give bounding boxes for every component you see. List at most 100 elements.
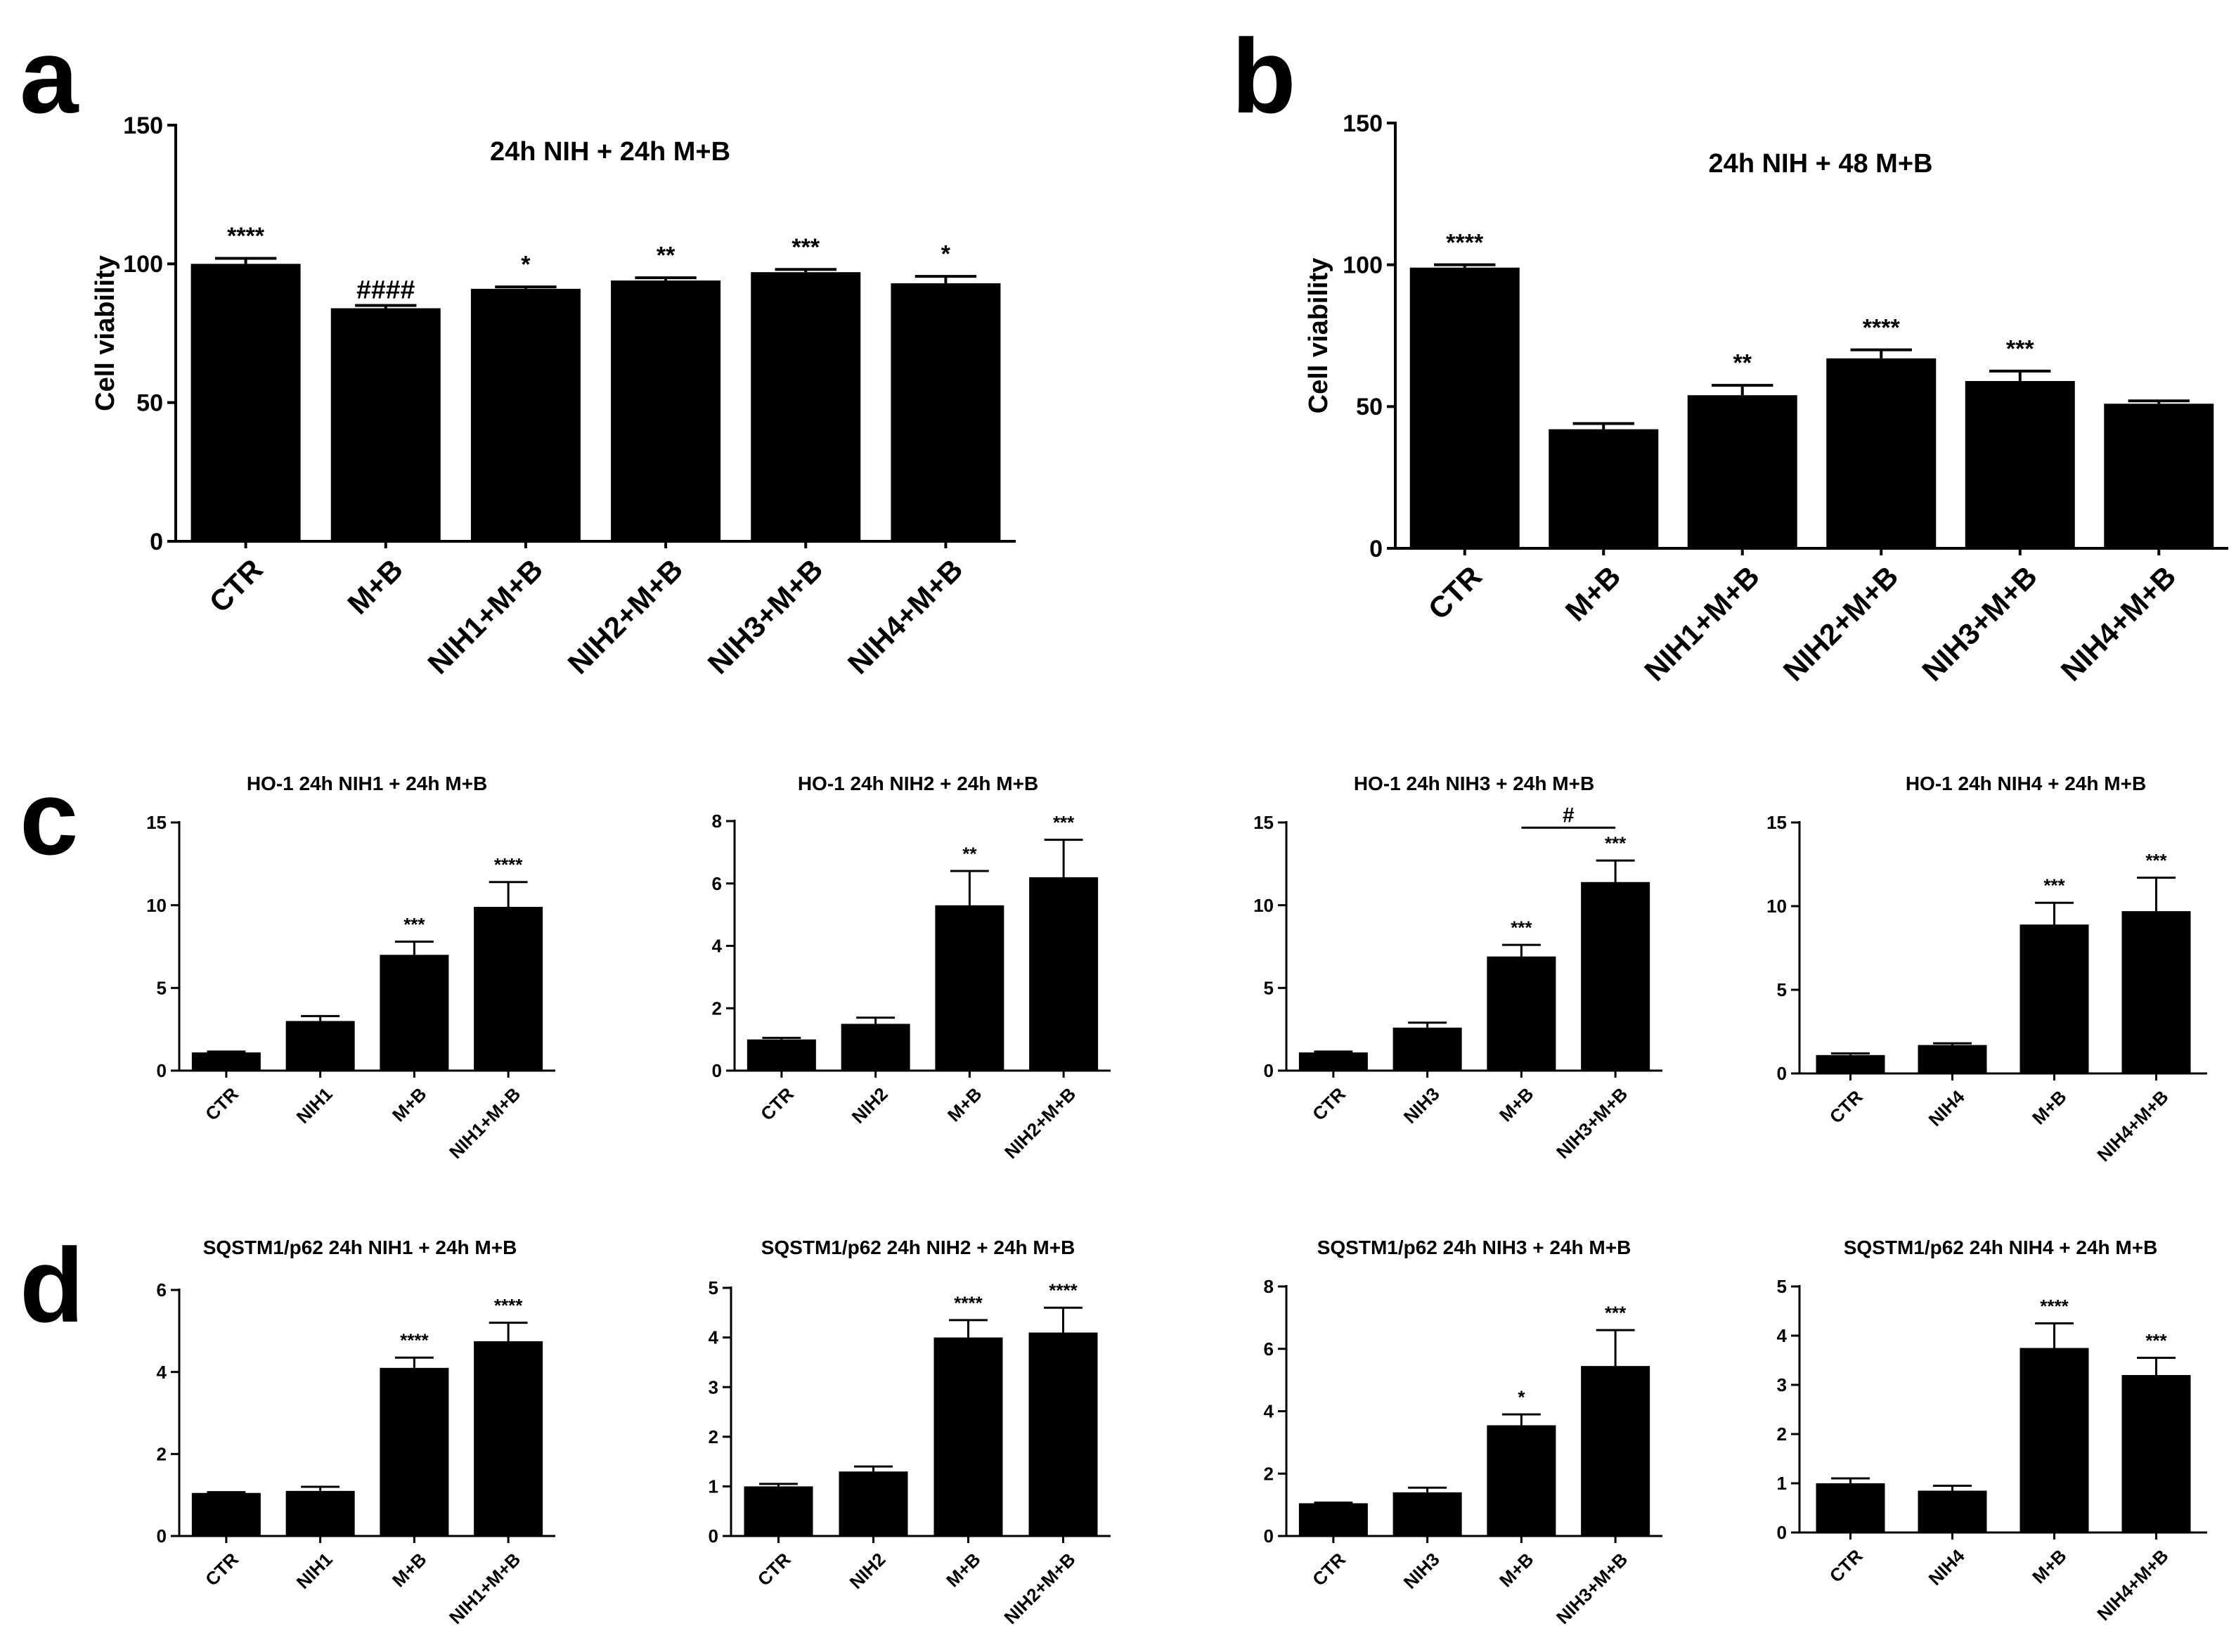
y-tick-label: 0 [157,1060,167,1081]
category-label: NIH2+M+B [1000,1083,1080,1163]
category-label: NIH4+M+B [2055,560,2183,688]
significance-mark: *** [2043,875,2065,896]
category-label: M+B [1495,1549,1538,1592]
y-tick-label: 4 [1777,1325,1788,1346]
significance-mark: #### [356,274,415,304]
y-tick-label: 5 [709,1277,718,1298]
y-tick-label: 10 [1766,896,1787,917]
chart-8: SQSTM1/p62 24h NIH3 + 24h M+B 0 2 4 6 8 CTR NIH… [1264,1237,1662,1628]
bar [1028,1332,1098,1536]
category-label: NIH4 [1925,1545,1969,1589]
y-axis-label: Cell viability [91,255,120,411]
category-label: NIH3 [1400,1083,1444,1128]
bar [1392,1027,1462,1071]
y-tick-label: 0 [1777,1063,1787,1084]
bar [1965,381,2075,548]
bar [1409,267,1520,548]
y-tick-label: 1 [709,1476,718,1497]
category-label: M+B [388,1083,431,1126]
category-label: CTR [1308,1549,1350,1590]
chart-title: SQSTM1/p62 24h NIH1 + 24h M+B [203,1237,517,1258]
y-tick-label: 1 [1777,1473,1787,1494]
y-tick-label: 0 [157,1525,167,1547]
significance-mark: **** [1049,1280,1078,1301]
y-tick-label: 10 [1253,895,1274,916]
y-tick-label: 6 [157,1279,167,1301]
category-label: CTR [1308,1083,1350,1125]
category-label: CTR [1422,560,1488,626]
significance-mark: **** [494,1295,523,1316]
y-tick-label: 5 [1264,977,1274,998]
bar [1549,429,1659,548]
category-label: NIH2+M+B [561,553,689,680]
chart-title: HO-1 24h NIH2 + 24h M+B [798,773,1038,794]
y-tick-label: 0 [1264,1525,1274,1547]
y-tick-label: 15 [146,812,167,833]
significance-mark: ** [962,843,977,864]
bar [1298,1052,1368,1071]
y-tick-label: 0 [709,1525,718,1547]
category-label: NIH3+M+B [702,553,829,680]
y-tick-label: 2 [157,1443,167,1464]
chart-1: 24h NIH + 48 M+B Cell viability 0 50 100 150 C… [1304,110,2228,688]
panel-letter-a: a [20,17,79,135]
y-tick-label: 50 [1356,394,1383,420]
significance-mark: **** [1863,314,1901,341]
category-label: CTR [201,1083,243,1125]
category-label: CTR [201,1549,243,1590]
significance-mark: **** [2040,1296,2069,1317]
bar [1581,1366,1650,1536]
significance-mark: *** [1605,1303,1627,1324]
bar [380,1367,449,1536]
y-tick-label: 4 [157,1362,167,1383]
category-label: NIH3+M+B [1552,1083,1631,1163]
significance-mark: ** [657,243,676,269]
significance-mark: * [521,252,531,278]
category-label: NIH1 [292,1083,337,1128]
chart-0: 24h NIH + 24h M+B Cell viability 0 50 100 150… [91,112,1016,680]
significance-mark: **** [954,1292,983,1313]
bar [751,272,861,541]
chart-title: HO-1 24h NIH3 + 24h M+B [1354,773,1594,794]
y-tick-label: 6 [1264,1338,1274,1360]
y-tick-label: 4 [712,936,723,957]
category-label: M+B [1495,1083,1538,1126]
category-label: M+B [942,1549,985,1592]
bar [935,905,1004,1071]
category-label: CTR [1825,1086,1867,1128]
bar [1826,358,1937,548]
category-label: M+B [2028,1086,2071,1129]
category-label: NIH1+M+B [445,1083,524,1163]
chart-4: HO-1 24h NIH3 + 24h M+B 0 5 10 15 CTR NIH3 M+B *… [1253,773,1662,1163]
y-axis-label: Cell viability [1304,258,1333,414]
panel-letter-b: b [1232,17,1296,135]
category-label: M+B [943,1083,986,1126]
category-label: NIH2+M+B [1777,560,1905,688]
chart-6: SQSTM1/p62 24h NIH1 + 24h M+B 0 2 4 6 CTR NIH1… [157,1237,555,1628]
category-label: CTR [202,553,269,619]
category-label: NIH2 [846,1549,890,1593]
bar [1816,1054,1885,1073]
bar [470,288,581,541]
bar [2019,924,2089,1073]
bar [1918,1045,1987,1073]
chart-title: SQSTM1/p62 24h NIH4 + 24h M+B [1844,1237,2158,1258]
bar [191,1052,261,1071]
y-tick-label: 2 [1777,1424,1787,1445]
y-tick-label: 0 [1369,536,1383,562]
significance-mark: *** [403,914,425,935]
significance-mark: *** [791,234,820,261]
chart-title: 24h NIH + 24h M+B [490,137,730,167]
significance-mark: * [1518,1386,1525,1407]
bar [190,264,301,541]
chart-5: HO-1 24h NIH4 + 24h M+B 0 5 10 15 CTR NIH4 M+B *… [1766,773,2207,1166]
chart-9: SQSTM1/p62 24h NIH4 + 24h M+B 0 1 2 3 4 5 CTR NI… [1777,1237,2207,1625]
chart-title: SQSTM1/p62 24h NIH3 + 24h M+B [1317,1237,1631,1258]
y-tick-label: 5 [1777,979,1787,1000]
y-tick-label: 8 [1264,1276,1274,1297]
y-tick-label: 15 [1766,812,1787,833]
comparison-mark: # [1563,804,1575,827]
panel-letter-c: c [20,759,78,877]
bar [744,1486,813,1536]
